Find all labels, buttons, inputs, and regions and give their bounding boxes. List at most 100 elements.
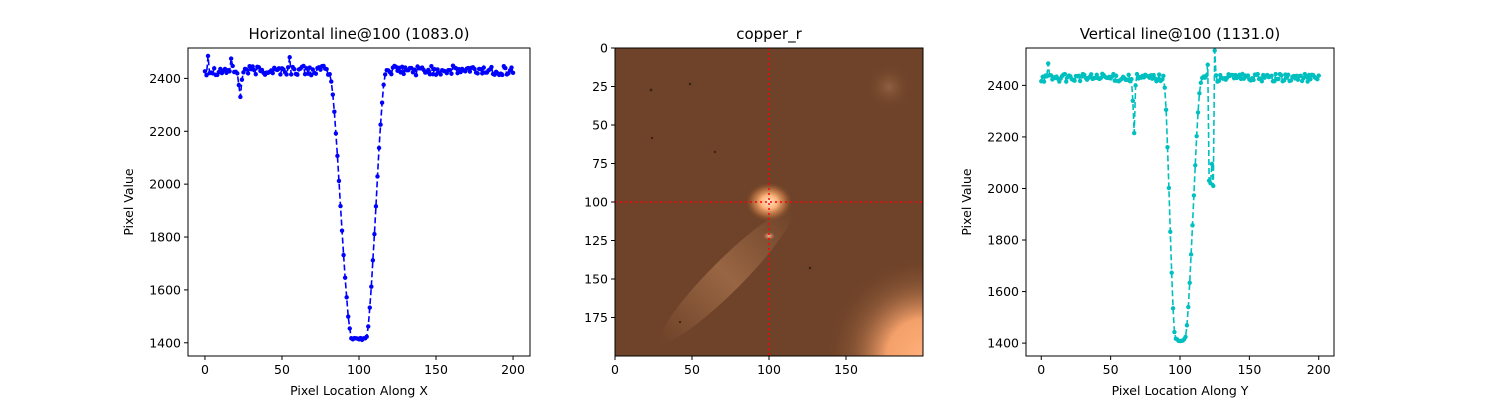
data-point [1130, 98, 1136, 104]
data-point [472, 66, 477, 72]
x-axis-label: Pixel Location Along Y [1112, 383, 1249, 398]
data-point [1279, 73, 1284, 78]
y-axis-label: Pixel Value [959, 168, 974, 236]
data-point [1159, 77, 1165, 82]
data-point [1168, 229, 1173, 234]
data-point [346, 314, 351, 319]
bright-corner [800, 230, 923, 356]
data-point [333, 131, 339, 136]
series-line [204, 55, 514, 342]
diagonal-streak [660, 210, 793, 343]
x-tick-label: 200 [501, 362, 525, 377]
y-tick-label: 2000 [149, 177, 181, 192]
data-point [1211, 183, 1216, 189]
data-point [227, 69, 232, 74]
data-point [289, 72, 294, 77]
data-point [1129, 76, 1134, 82]
data-point [364, 334, 369, 339]
data-point [413, 73, 419, 78]
data-point [1269, 73, 1274, 79]
data-point [1286, 72, 1291, 78]
data-point [342, 275, 348, 280]
data-point [324, 66, 329, 72]
data-point [373, 204, 379, 209]
bright-spot [745, 182, 793, 222]
data-point [250, 64, 255, 69]
data-point [330, 92, 336, 97]
data-point [1216, 78, 1222, 84]
data-point [1245, 73, 1251, 78]
data-point [438, 72, 443, 77]
y-tick-label: 75 [592, 156, 608, 171]
copper-image-panel: copper_r 0 50 100 150 0 25 50 75 100 125 150 175 [584, 25, 924, 377]
data-point [412, 67, 417, 72]
y-tick-label: 100 [584, 195, 608, 210]
x-tick-label: 150 [834, 362, 858, 377]
data-point [1094, 72, 1099, 78]
data-point [1198, 80, 1204, 85]
y-tick-label: 1400 [987, 336, 1019, 351]
data-point [310, 67, 315, 72]
vertical-profile-chart: Vertical line@100 (1131.0) 0 50 100 150 200 1… [959, 25, 1335, 398]
data-point [1209, 161, 1215, 167]
data-point [332, 109, 337, 114]
x-tick-label: 150 [1237, 362, 1261, 377]
data-point [369, 284, 374, 289]
y-tick-label: 1800 [149, 230, 181, 245]
data-point [467, 69, 473, 74]
data-point [1255, 71, 1260, 77]
x-tick-label: 0 [611, 362, 619, 377]
chart-title: Vertical line@100 (1131.0) [1080, 25, 1281, 43]
data-point [1183, 334, 1188, 340]
data-point [500, 72, 505, 78]
data-point [1133, 83, 1138, 88]
data-point [1186, 304, 1191, 310]
data-point [370, 258, 376, 263]
data-point [426, 67, 431, 73]
data-point [381, 82, 386, 87]
data-point [309, 73, 314, 78]
data-point [509, 65, 514, 70]
x-tick-label: 50 [274, 362, 290, 377]
y-axis-label: Pixel Value [121, 168, 136, 236]
faint-blob [865, 63, 913, 111]
data-point [341, 252, 346, 258]
data-point [379, 100, 385, 105]
data-point [366, 324, 371, 329]
data-point [367, 305, 372, 310]
data-point [204, 73, 209, 78]
y-tick-label: 175 [584, 310, 608, 325]
data-point [1251, 77, 1256, 83]
data-point [1172, 329, 1177, 335]
data-point [1193, 163, 1198, 168]
data-point [427, 71, 433, 77]
image-title: copper_r [736, 25, 802, 44]
data-point [236, 82, 242, 88]
data-point [376, 145, 382, 151]
data-point [335, 153, 340, 159]
data-point [1187, 280, 1192, 285]
data-point [202, 69, 208, 74]
tick-group: 0 50 100 150 0 25 50 75 100 125 150 175 [584, 41, 858, 378]
x-tick-label: 100 [757, 362, 781, 377]
data-point [238, 94, 243, 100]
small-bright-dot [763, 232, 775, 240]
data-point [244, 67, 249, 72]
data-point [378, 122, 383, 127]
y-tick-label: 1600 [987, 284, 1019, 299]
data-point [449, 71, 454, 76]
y-tick-label: 1600 [149, 282, 181, 297]
y-tick-label: 2400 [149, 71, 181, 86]
data-point [382, 72, 388, 77]
plot-frame [1025, 47, 1335, 357]
data-point [1151, 72, 1156, 78]
data-point [1288, 78, 1294, 83]
data-point [230, 63, 235, 69]
data-point [1064, 79, 1069, 84]
data-point [1213, 73, 1219, 78]
data-point [284, 72, 289, 77]
data-point [1273, 71, 1278, 77]
data-point [1046, 61, 1051, 66]
data-point [401, 71, 406, 77]
